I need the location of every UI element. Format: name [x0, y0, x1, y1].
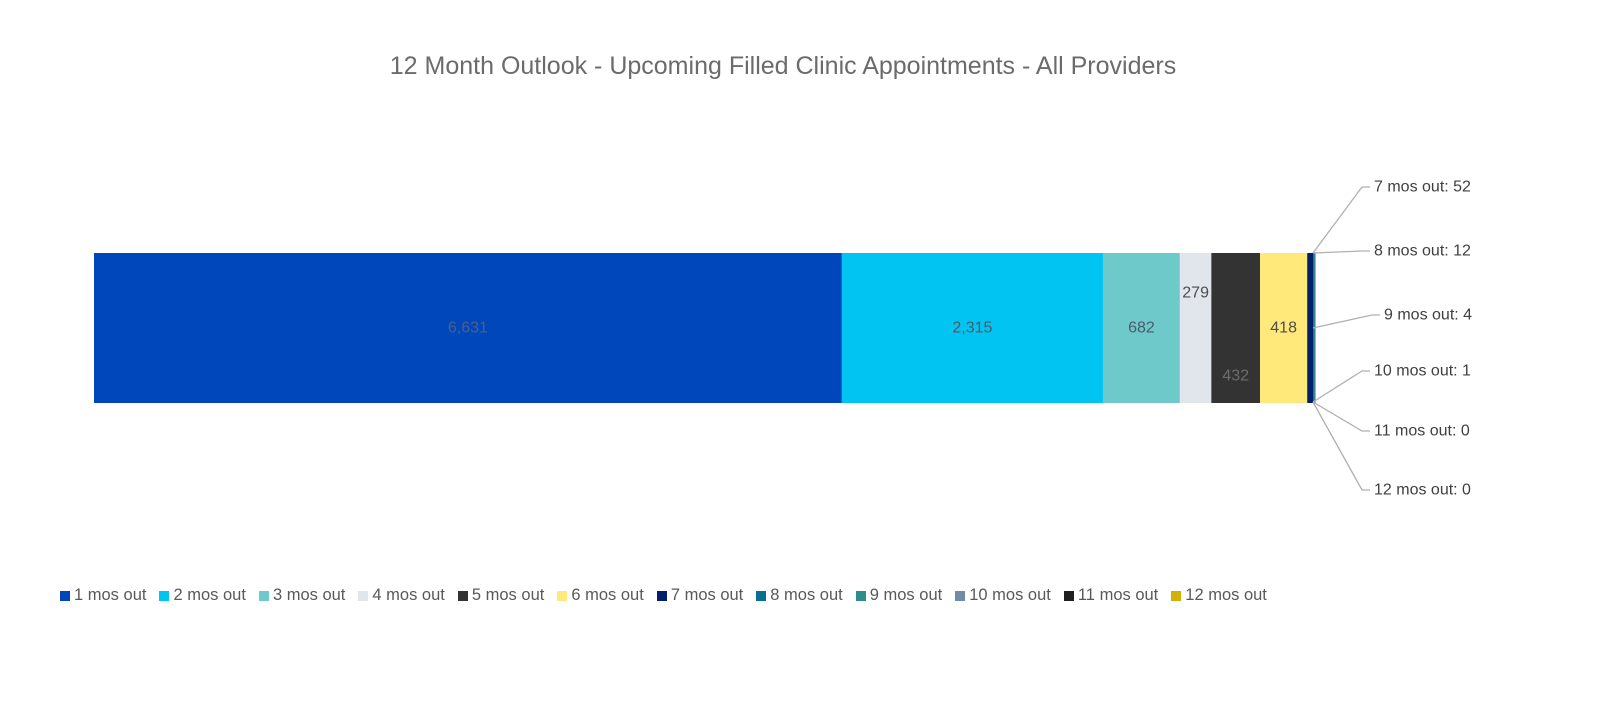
- leader-line-9-mos-out: [1312, 314, 1380, 329]
- leader-line-7-mos-out: [1312, 186, 1370, 254]
- legend-swatch: [955, 590, 966, 601]
- legend-swatch: [855, 590, 866, 601]
- legend-label: 1 mos out: [74, 586, 147, 604]
- legend-item-11-mos-out: 11 mos out: [1063, 586, 1159, 605]
- legend-item-1-mos-out: 1 mos out: [60, 586, 146, 605]
- legend-swatch: [1063, 590, 1074, 601]
- legend-item-3-mos-out: 3 mos out: [258, 586, 346, 605]
- legend-item-12-mos-out: 12 mos out: [1171, 586, 1267, 605]
- legend-item-9-mos-out: 9 mos out: [855, 586, 943, 605]
- bar-segment-3-mos-out: [1102, 253, 1180, 403]
- legend-swatch: [756, 590, 767, 601]
- legend-label: 2 mos out: [173, 586, 246, 604]
- legend-swatch: [60, 590, 70, 601]
- callout-label-7-mos-out: 7 mos out: 52: [1374, 179, 1471, 196]
- bar-segment-7-mos-out: [1307, 253, 1314, 403]
- bar-segment-4-mos-out: [1179, 253, 1212, 403]
- data-label-4-mos-out: 279: [1182, 285, 1209, 302]
- legend-swatch: [258, 590, 269, 601]
- bar-segment-1-mos-out: [94, 253, 842, 403]
- legend-swatch: [457, 590, 468, 601]
- legend-label: 10 mos out: [969, 586, 1051, 604]
- leader-line-12-mos-out: [1312, 401, 1370, 491]
- legend-swatch: [557, 590, 568, 601]
- legend-item-7-mos-out: 7 mos out: [656, 586, 744, 605]
- bar-segment-5-mos-out: [1211, 253, 1261, 403]
- legend-label: 8 mos out: [770, 586, 843, 604]
- legend-label: 3 mos out: [272, 586, 346, 604]
- data-label-2-mos-out: 2,315: [952, 320, 992, 337]
- legend-label: 5 mos out: [471, 586, 545, 604]
- legend-item-2-mos-out: 2 mos out: [159, 586, 246, 605]
- legend-label: 9 mos out: [869, 586, 943, 604]
- legend-item-8-mos-out: 8 mos out: [756, 586, 843, 605]
- legend-label: 11 mos out: [1077, 586, 1159, 604]
- legend-swatch: [1171, 590, 1182, 601]
- data-label-3-mos-out: 682: [1128, 320, 1155, 337]
- callout-label-12-mos-out: 12 mos out: 0: [1374, 482, 1471, 499]
- legend-item-10-mos-out: 10 mos out: [955, 586, 1051, 605]
- bar-segment-6-mos-out: [1260, 253, 1308, 403]
- callout-label-8-mos-out: 8 mos out: 12: [1374, 243, 1471, 260]
- data-label-6-mos-out: 418: [1270, 320, 1297, 337]
- legend-swatch: [358, 590, 369, 601]
- legend-label: 6 mos out: [571, 586, 644, 604]
- legend-label: 7 mos out: [670, 586, 744, 604]
- data-label-1-mos-out: 6,631: [448, 320, 488, 337]
- legend-item-6-mos-out: 6 mos out: [557, 586, 644, 605]
- legend-swatch: [159, 590, 170, 601]
- legend-item-5-mos-out: 5 mos out: [457, 586, 545, 605]
- legend-label: 12 mos out: [1185, 586, 1267, 604]
- callout-label-10-mos-out: 10 mos out: 1: [1374, 363, 1471, 380]
- leader-line-11-mos-out: [1312, 401, 1370, 432]
- bar-segment-2-mos-out: [841, 253, 1103, 403]
- chart-title: 12 Month Outlook - Upcoming Filled Clini…: [389, 52, 1177, 80]
- leader-line-10-mos-out: [1312, 370, 1370, 403]
- legend-label: 4 mos out: [372, 586, 445, 604]
- legend-item-4-mos-out: 4 mos out: [358, 586, 445, 605]
- leader-line-8-mos-out: [1312, 250, 1370, 254]
- chart-legend: 1 mos out 2 mos out 3 mos out 4 mos out 5 mo…: [60, 586, 1280, 605]
- data-label-5-mos-out: 432: [1222, 368, 1249, 385]
- legend-swatch: [656, 590, 667, 601]
- callout-label-11-mos-out: 11 mos out: 0: [1374, 423, 1470, 440]
- callout-label-9-mos-out: 9 mos out: 4: [1384, 307, 1472, 324]
